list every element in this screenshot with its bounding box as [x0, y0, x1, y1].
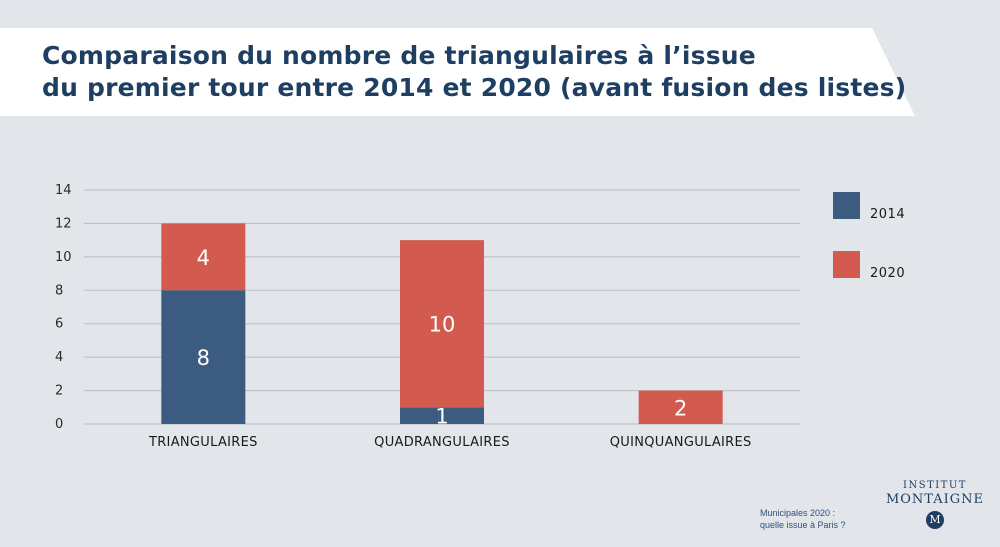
data-label: 4: [197, 246, 210, 270]
bar-2014: [400, 407, 484, 424]
y-tick-label: 4: [55, 350, 63, 365]
x-tick-label: QUADRANGULAIRES: [374, 435, 510, 450]
footnote: Municipales 2020 : quelle issue à Paris …: [760, 507, 846, 531]
bar-2020: [400, 240, 484, 408]
footnote-line-1: Municipales 2020 :: [760, 508, 836, 518]
chart-title-line-2: du premier tour entre 2014 et 2020 (avan…: [42, 73, 907, 102]
y-tick-label: 14: [55, 183, 72, 198]
y-tick-label: 12: [55, 216, 72, 231]
legend-swatch-2014: [833, 192, 860, 219]
x-tick-label: QUINQUANGULAIRES: [610, 435, 752, 450]
data-label: 8: [197, 346, 210, 370]
footnote-line-2: quelle issue à Paris ?: [760, 520, 846, 530]
y-tick-label: 10: [55, 250, 72, 265]
institut-montaigne-logo: INSTITUT MONTAIGNE M: [880, 480, 990, 529]
legend-label-2020: 2020: [870, 266, 905, 281]
chart-title-line-1: Comparaison du nombre de triangulaires à…: [42, 41, 756, 70]
logo-line-1: INSTITUT: [903, 480, 967, 491]
data-label: 2: [674, 396, 687, 420]
y-tick-label: 2: [55, 384, 63, 399]
bar-2014: [161, 290, 246, 424]
data-label: 10: [429, 313, 456, 337]
x-tick-label: TRIANGULAIRES: [148, 435, 258, 450]
bar-2020: [161, 223, 246, 291]
bar-2020: [638, 390, 723, 424]
chart-title: Comparaison du nombre de triangulaires à…: [42, 40, 906, 104]
y-tick-label: 0: [55, 417, 63, 432]
legend-label-2014: 2014: [870, 207, 905, 222]
data-label: 1: [435, 405, 448, 429]
legend-swatch-2020: [833, 251, 860, 278]
logo-mark-icon: M: [926, 511, 944, 529]
logo-line-2: MONTAIGNE: [885, 492, 985, 507]
title-banner-shape: [0, 28, 915, 116]
y-tick-label: 6: [55, 317, 63, 332]
y-tick-label: 8: [55, 283, 63, 298]
title-banner: Comparaison du nombre de triangulaires à…: [0, 28, 915, 116]
